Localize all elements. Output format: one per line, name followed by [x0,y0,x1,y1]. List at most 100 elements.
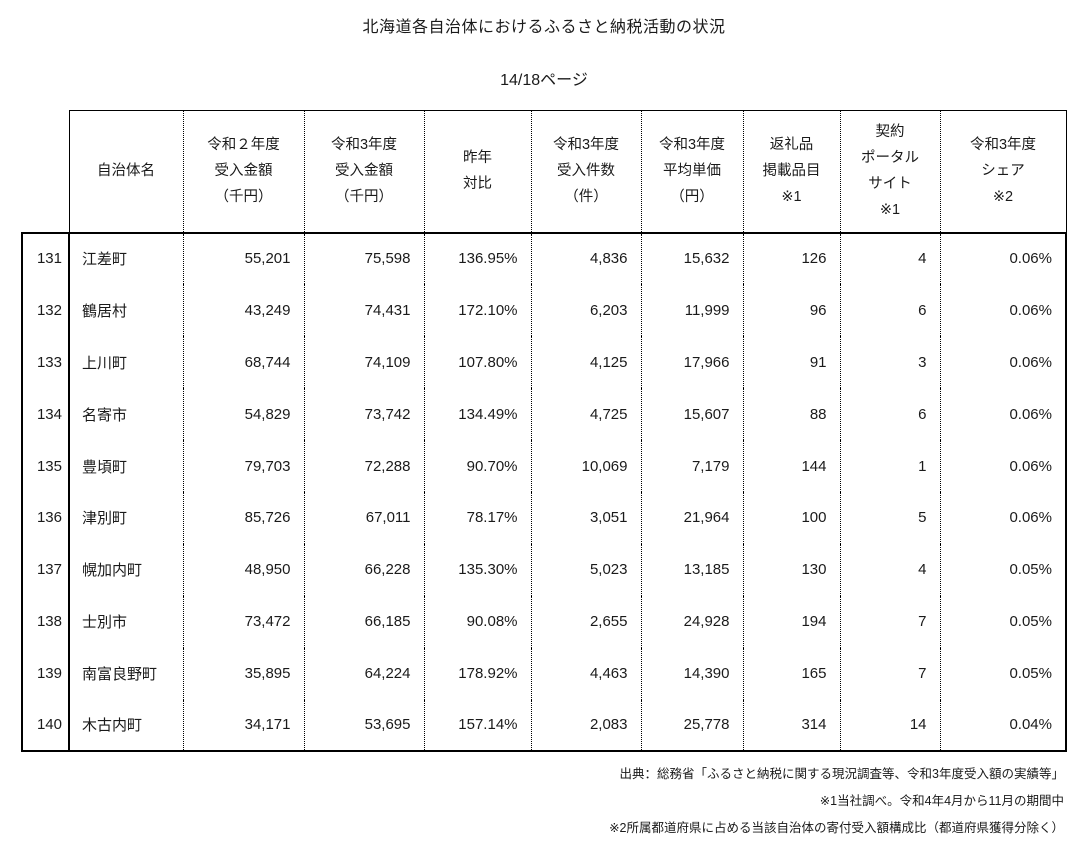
cell-yoy: 134.49% [424,388,532,441]
cell-gift_items: 144 [743,440,841,492]
table-header-row: 自治体名 令和２年度 受入金額 （千円） 令和3年度 受入金額 （千円） 昨年 対比 令… [22,110,1067,234]
cell-yoy: 135.30% [424,543,532,596]
cell-yoy: 136.95% [424,231,532,285]
note-2: ※2所属都道府県に占める当該自治体の寄付受入額構成比（都道府県獲得分除く） [609,821,1064,836]
cell-gift_items: 100 [743,491,841,544]
cell-r3_amount: 75,598 [304,231,425,285]
cell-portal_sites: 6 [840,284,941,337]
cell-rank: 132 [21,284,70,337]
cell-r3_amount: 66,228 [304,543,425,596]
cell-r3_avg: 15,607 [641,388,744,441]
cell-portal_sites: 5 [840,491,941,544]
cell-name: 木古内町 [69,699,184,753]
cell-portal_sites: 4 [840,543,941,596]
cell-portal_sites: 4 [840,231,941,285]
cell-rank: 135 [21,440,70,492]
cell-r2_amount: 79,703 [183,440,305,492]
cell-rank: 138 [21,595,70,648]
furusato-tax-table: 自治体名 令和２年度 受入金額 （千円） 令和3年度 受入金額 （千円） 昨年 対比 令… [21,110,1067,753]
cell-yoy: 107.80% [424,336,532,389]
cell-yoy: 172.10% [424,284,532,337]
cell-r2_amount: 43,249 [183,284,305,337]
cell-gift_items: 165 [743,647,841,700]
cell-r3_avg: 13,185 [641,543,744,596]
cell-name: 名寄市 [69,388,184,441]
cell-r2_amount: 54,829 [183,388,305,441]
cell-r3_share: 0.06% [940,440,1067,492]
cell-r3_avg: 25,778 [641,699,744,753]
cell-r3_count: 4,125 [531,336,642,389]
page-number-indicator: 14/18ページ [500,72,588,89]
cell-r3_amount: 72,288 [304,440,425,492]
cell-yoy: 90.70% [424,440,532,492]
cell-rank: 131 [21,231,70,285]
table-row: 135 豊頃町 79,703 72,288 90.70% 10,069 7,179 144 1 0… [21,440,1067,492]
column-header-r3_avg: 令和3年度 平均単価 （円） [641,110,744,234]
cell-r3_count: 3,051 [531,491,642,544]
footnotes: 出典：総務省「ふるさと納税に関する現況調査等、令和3年度受入額の実績等」 ※1当… [0,761,1088,842]
cell-r2_amount: 34,171 [183,699,305,753]
cell-r3_avg: 14,390 [641,647,744,700]
cell-r3_count: 10,069 [531,440,642,492]
cell-gift_items: 194 [743,595,841,648]
cell-name: 鶴居村 [69,284,184,337]
cell-r3_share: 0.06% [940,388,1067,441]
cell-rank: 136 [21,491,70,544]
table-row: 132 鶴居村 43,249 74,431 172.10% 6,203 11,999 96 6 0… [21,284,1067,337]
table-body: 131 江差町 55,201 75,598 136.95% 4,836 15,632 126 4… [21,231,1067,753]
cell-r3_amount: 67,011 [304,491,425,544]
cell-r3_share: 0.05% [940,543,1067,596]
cell-r3_share: 0.06% [940,284,1067,337]
cell-yoy: 157.14% [424,699,532,753]
cell-gift_items: 88 [743,388,841,441]
table-row: 137 幌加内町 48,950 66,228 135.30% 5,023 13,185 130… [21,543,1067,596]
cell-portal_sites: 7 [840,647,941,700]
note-1: ※1当社調べ。令和4年4月から11月の期間中 [819,794,1064,809]
table-row: 136 津別町 85,726 67,011 78.17% 3,051 21,964 100 5 0… [21,491,1067,544]
cell-r3_count: 4,836 [531,231,642,285]
cell-r3_share: 0.06% [940,336,1067,389]
cell-gift_items: 96 [743,284,841,337]
table-row: 140 木古内町 34,171 53,695 157.14% 2,083 25,778 314… [21,699,1067,753]
column-header-r3_amount: 令和3年度 受入金額 （千円） [304,110,425,234]
column-header-gift_items: 返礼品 掲載品目 ※1 [743,110,841,234]
header-rank-spacer [22,111,69,233]
cell-r3_share: 0.05% [940,647,1067,700]
cell-r2_amount: 85,726 [183,491,305,544]
cell-name: 上川町 [69,336,184,389]
cell-r3_count: 2,083 [531,699,642,753]
cell-r2_amount: 35,895 [183,647,305,700]
table-row: 139 南富良野町 35,895 64,224 178.92% 4,463 14,390 16… [21,647,1067,700]
cell-name: 豊頃町 [69,440,184,492]
cell-yoy: 78.17% [424,491,532,544]
source-note: 出典：総務省「ふるさと納税に関する現況調査等、令和3年度受入額の実績等」 [619,767,1064,782]
cell-rank: 133 [21,336,70,389]
cell-portal_sites: 6 [840,388,941,441]
cell-r3_amount: 53,695 [304,699,425,753]
cell-r3_count: 6,203 [531,284,642,337]
cell-name: 江差町 [69,231,184,285]
column-header-yoy: 昨年 対比 [424,110,532,234]
cell-r2_amount: 73,472 [183,595,305,648]
cell-r3_share: 0.05% [940,595,1067,648]
cell-r3_count: 4,725 [531,388,642,441]
cell-portal_sites: 3 [840,336,941,389]
column-header-name: 自治体名 [68,110,184,234]
cell-r3_avg: 11,999 [641,284,744,337]
cell-name: 士別市 [69,595,184,648]
cell-gift_items: 126 [743,231,841,285]
cell-rank: 134 [21,388,70,441]
cell-r3_share: 0.06% [940,491,1067,544]
column-header-r2_amount: 令和２年度 受入金額 （千円） [183,110,305,234]
column-header-portal_sites: 契約 ポータル サイト ※1 [840,110,941,234]
table-row: 131 江差町 55,201 75,598 136.95% 4,836 15,632 126 4… [21,231,1067,285]
cell-rank: 140 [21,699,70,753]
table-row: 138 士別市 73,472 66,185 90.08% 2,655 24,928 194 7 0… [21,595,1067,648]
cell-r3_count: 2,655 [531,595,642,648]
cell-name: 南富良野町 [69,647,184,700]
cell-r2_amount: 68,744 [183,336,305,389]
cell-r3_amount: 73,742 [304,388,425,441]
cell-r3_amount: 74,431 [304,284,425,337]
cell-yoy: 178.92% [424,647,532,700]
cell-r3_count: 4,463 [531,647,642,700]
